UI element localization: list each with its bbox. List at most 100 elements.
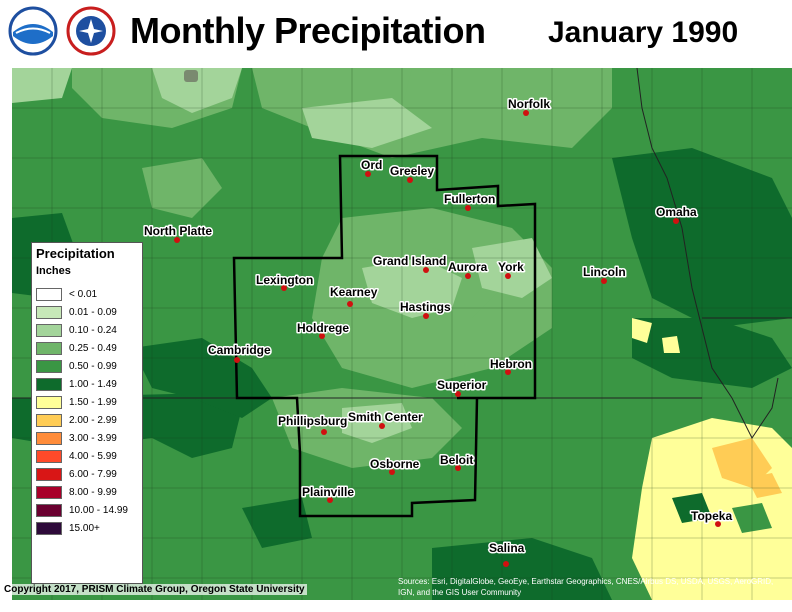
city-omaha[interactable]: Omaha — [655, 204, 699, 224]
legend-label: 8.00 - 9.99 — [69, 486, 117, 498]
legend-swatch — [36, 359, 62, 373]
legend-item: 1.00 - 1.49 — [36, 375, 128, 393]
legend-swatch — [36, 431, 62, 445]
city-label-plainville: Plainville — [302, 485, 354, 499]
city-north-platte[interactable]: North Platte — [143, 223, 214, 243]
legend-label: 0.25 - 0.49 — [69, 342, 117, 354]
legend-swatch — [36, 449, 62, 463]
city-osborne[interactable]: Osborne — [369, 456, 421, 475]
city-holdrege[interactable]: Holdrege — [296, 320, 351, 339]
legend-item: 6.00 - 7.99 — [36, 465, 128, 483]
legend-item: 4.00 - 5.99 — [36, 447, 128, 465]
legend-swatch — [36, 323, 62, 337]
city-cambridge[interactable]: Cambridge — [207, 342, 273, 363]
legend-item: 0.10 - 0.24 — [36, 321, 128, 339]
legend-item: 2.00 - 2.99 — [36, 411, 128, 429]
legend-swatch — [36, 485, 62, 499]
city-label-salina: Salina — [489, 541, 525, 555]
legend-swatch — [36, 287, 62, 301]
legend-swatch — [36, 467, 62, 481]
city-label-hebron: Hebron — [490, 357, 532, 371]
city-label-holdrege: Holdrege — [297, 321, 349, 335]
legend-swatch — [36, 377, 62, 391]
city-label-north-platte: North Platte — [144, 224, 212, 238]
legend-label: 0.50 - 0.99 — [69, 360, 117, 372]
city-york[interactable]: York — [497, 259, 526, 279]
city-hebron[interactable]: Hebron — [489, 356, 534, 375]
legend-label: 0.10 - 0.24 — [69, 324, 117, 336]
pale-green-zones — [12, 68, 552, 443]
city-grand-island[interactable]: Grand Island — [372, 253, 448, 273]
city-beloit[interactable]: Beloit — [439, 452, 475, 471]
city-kearney[interactable]: Kearney — [329, 284, 379, 307]
city-lexington[interactable]: Lexington — [255, 272, 315, 291]
legend-swatch — [36, 521, 62, 535]
legend-item: 15.00+ — [36, 519, 128, 537]
city-label-york: York — [498, 260, 524, 274]
legend-item: 8.00 - 9.99 — [36, 483, 128, 501]
legend-item: 0.01 - 0.09 — [36, 303, 128, 321]
city-label-hastings: Hastings — [400, 300, 451, 314]
legend-swatch — [36, 503, 62, 517]
city-label-kearney: Kearney — [330, 285, 378, 299]
city-label-lincoln: Lincoln — [583, 265, 626, 279]
legend-list: < 0.01 0.01 - 0.09 0.10 - 0.24 0.25 - 0.49 0… — [36, 285, 128, 537]
city-ord[interactable]: Ord — [360, 157, 384, 177]
city-label-superior: Superior — [437, 378, 487, 392]
legend-label: 1.00 - 1.49 — [69, 378, 117, 390]
city-topeka[interactable]: Topeka — [690, 508, 734, 527]
city-markers: Norfolk Ord Greeley Fullerton North Plat… — [143, 96, 734, 567]
city-label-greeley: Greeley — [390, 164, 434, 178]
legend-item: 0.25 - 0.49 — [36, 339, 128, 357]
city-label-aurora: Aurora — [448, 260, 488, 274]
city-label-norfolk: Norfolk — [508, 97, 550, 111]
city-label-cambridge: Cambridge — [208, 343, 271, 357]
city-phillipsburg[interactable]: Phillipsburg — [277, 413, 349, 435]
map-title: Monthly Precipitation — [130, 10, 486, 51]
legend-item: 3.00 - 3.99 — [36, 429, 128, 447]
legend-item: 1.50 - 1.99 — [36, 393, 128, 411]
legend-label: 2.00 - 2.99 — [69, 414, 117, 426]
legend-swatch — [36, 341, 62, 355]
city-norfolk[interactable]: Norfolk — [507, 96, 552, 116]
legend-label: 0.01 - 0.09 — [69, 306, 117, 318]
city-aurora[interactable]: Aurora — [447, 259, 489, 279]
legend-label: 10.00 - 14.99 — [69, 504, 128, 516]
service-area-boundary — [232, 154, 537, 518]
copyright: Copyright 2017, PRISM Climate Group, Ore… — [2, 584, 307, 595]
city-hastings[interactable]: Hastings — [399, 299, 453, 319]
city-label-beloit: Beloit — [440, 453, 473, 467]
city-fullerton[interactable]: Fullerton — [443, 191, 497, 211]
legend-swatch — [36, 395, 62, 409]
city-label-smith-center: Smith Center — [348, 410, 423, 424]
nws-logo-icon — [66, 6, 116, 56]
lake-feature — [184, 70, 198, 82]
city-lincoln[interactable]: Lincoln — [582, 264, 627, 284]
legend-item: 10.00 - 14.99 — [36, 501, 128, 519]
city-greeley[interactable]: Greeley — [389, 163, 436, 183]
city-label-ord: Ord — [361, 158, 382, 172]
legend-unit: Inches — [36, 265, 71, 277]
legend-label: 1.50 - 1.99 — [69, 396, 117, 408]
map-date: January 1990 — [548, 16, 739, 49]
city-label-fullerton: Fullerton — [444, 192, 495, 206]
city-smith-center[interactable]: Smith Center — [347, 409, 425, 429]
city-plainville[interactable]: Plainville — [301, 484, 356, 503]
city-superior[interactable]: Superior — [436, 377, 488, 397]
legend-label: < 0.01 — [69, 288, 98, 300]
city-label-phillipsburg: Phillipsburg — [278, 414, 347, 428]
legend-swatch — [36, 413, 62, 427]
legend-item: < 0.01 — [36, 285, 128, 303]
legend-label: 15.00+ — [69, 522, 100, 534]
legend-label: 4.00 - 5.99 — [69, 450, 117, 462]
city-label-osborne: Osborne — [370, 457, 420, 471]
legend-label: 6.00 - 7.99 — [69, 468, 117, 480]
legend-item: 0.50 - 0.99 — [36, 357, 128, 375]
legend-label: 3.00 - 3.99 — [69, 432, 117, 444]
city-salina[interactable]: Salina — [488, 540, 526, 567]
map-attribution: Sources: Esri, DigitalGlobe, GeoEye, Ear… — [398, 577, 774, 597]
city-label-lexington: Lexington — [256, 273, 313, 287]
legend-swatch — [36, 305, 62, 319]
header: Monthly Precipitation January 1990 — [0, 0, 792, 68]
city-label-topeka: Topeka — [691, 509, 732, 523]
